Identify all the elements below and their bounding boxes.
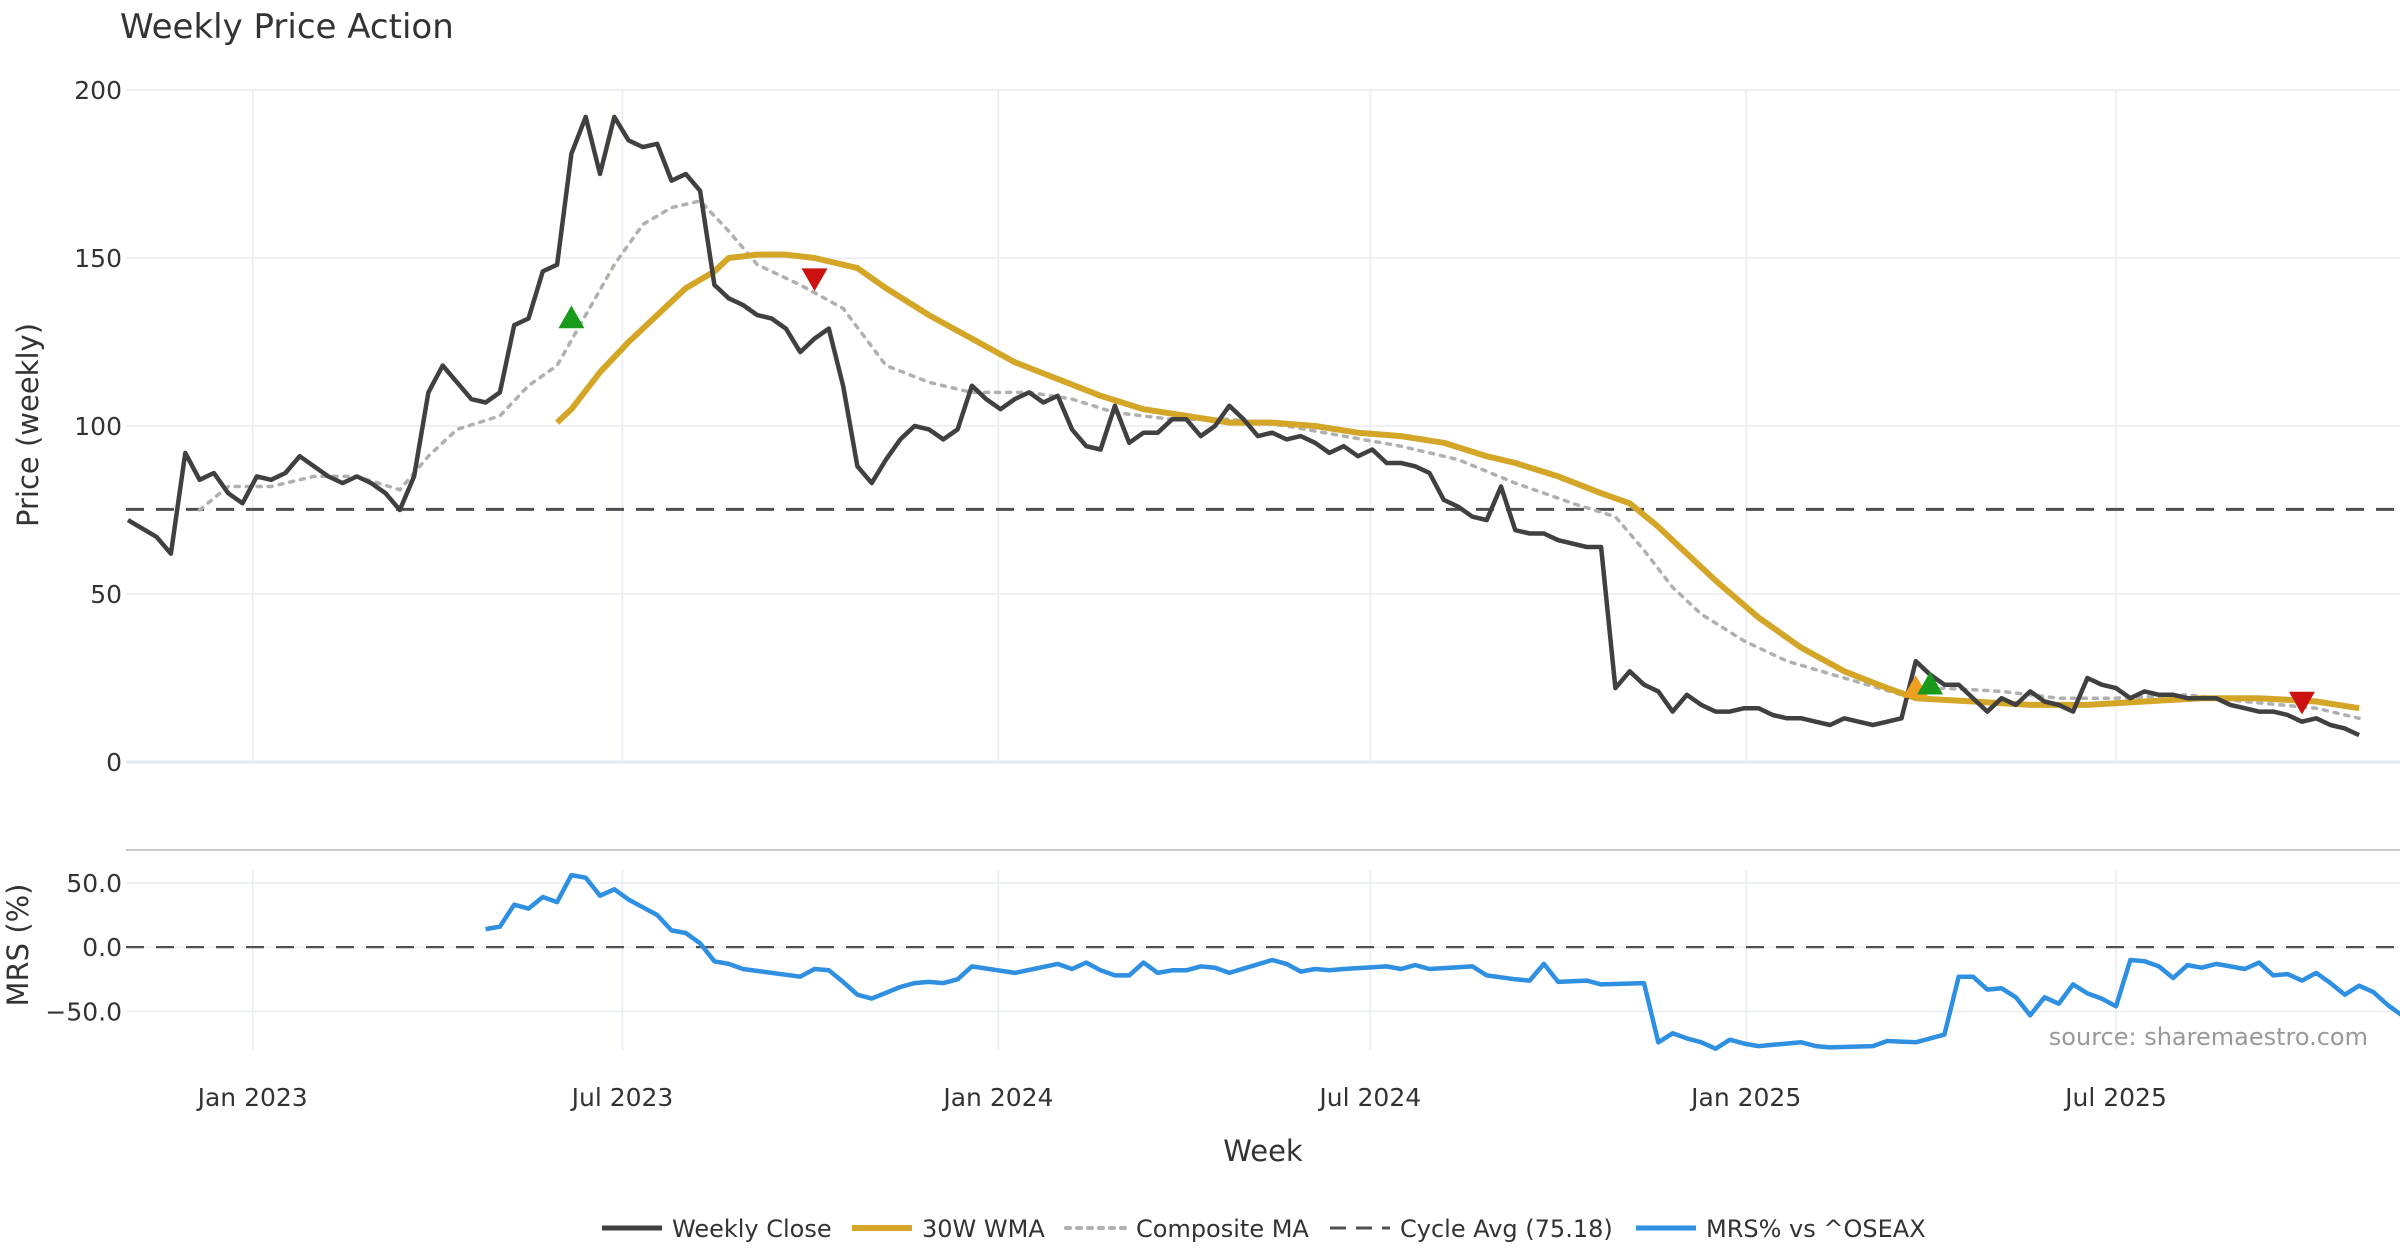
- x-tick-label: Jan 2025: [1689, 1083, 1801, 1112]
- price-y-tick-label: 150: [74, 244, 122, 273]
- legend-label-wma[interactable]: 30W WMA: [922, 1215, 1045, 1243]
- price-y-ticks: 0 50 100 150 200: [74, 76, 122, 777]
- weekly-close-line: [126, 114, 2361, 738]
- legend-label-mrs[interactable]: MRS% vs ^OSEAX: [1706, 1215, 1926, 1243]
- mrs-y-ticks: −50.0 0.0 50.0: [45, 869, 122, 1027]
- legend: Weekly Close 30W WMA Composite MA Cycle …: [602, 1215, 1926, 1243]
- x-tick-label: Jan 2024: [941, 1083, 1053, 1112]
- mrs-y-axis-label: MRS (%): [1, 884, 35, 1007]
- x-ticks: Jan 2023 Jul 2023 Jan 2024 Jul 2024 Jan 2025…: [196, 1083, 2167, 1112]
- buy-signal-marker: [1917, 671, 1944, 695]
- signal-markers: [558, 268, 2315, 715]
- legend-label-close[interactable]: Weekly Close: [672, 1215, 832, 1243]
- x-tick-label: Jul 2025: [2063, 1083, 2167, 1112]
- x-axis-label: Week: [1223, 1134, 1303, 1168]
- sell-signal-marker: [801, 268, 828, 292]
- mrs-y-tick-label: −50.0: [45, 997, 122, 1026]
- mrs-line: [485, 872, 2400, 1051]
- price-y-axis-label: Price (weekly): [11, 323, 45, 527]
- price-y-tick-label: 200: [74, 76, 122, 105]
- legend-label-cycle[interactable]: Cycle Avg (75.18): [1400, 1215, 1613, 1243]
- mrs-y-tick-label: 0.0: [82, 933, 122, 962]
- wma-30w-line: [555, 251, 2360, 712]
- source-annotation: source: sharemaestro.com: [2049, 1023, 2368, 1051]
- composite-ma-line: [197, 198, 2361, 721]
- chart-title: Weekly Price Action: [120, 7, 454, 47]
- price-y-tick-label: 100: [74, 412, 122, 441]
- sell-signal-marker: [2288, 691, 2315, 715]
- buy-signal-marker: [558, 305, 585, 329]
- price-panel-grid: [126, 89, 2400, 764]
- price-y-tick-label: 0: [106, 748, 122, 777]
- x-tick-label: Jan 2023: [196, 1083, 308, 1112]
- legend-label-composite[interactable]: Composite MA: [1136, 1215, 1309, 1243]
- price-y-tick-label: 50: [90, 580, 122, 609]
- x-tick-label: Jul 2024: [1317, 1083, 1421, 1112]
- x-tick-label: Jul 2023: [570, 1083, 674, 1112]
- mrs-y-tick-label: 50.0: [66, 869, 122, 898]
